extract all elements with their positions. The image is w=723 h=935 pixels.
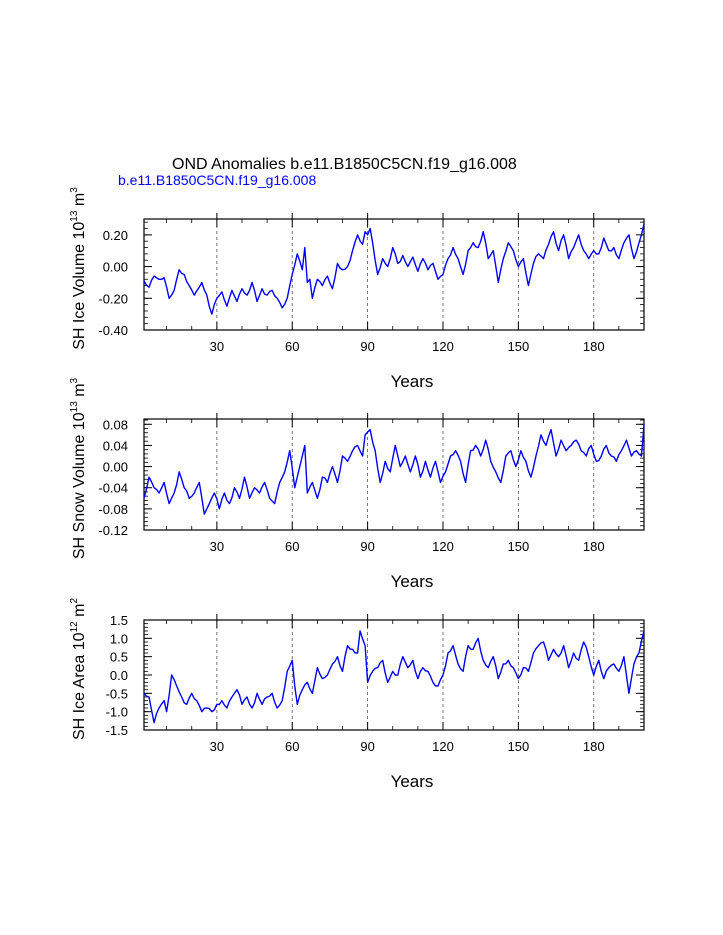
x-tick-label: 60 [285,739,299,754]
series-line-sh-ice-volume [143,223,645,315]
y-axis-title: SH Ice Area 1012 m2 [69,598,88,741]
x-tick-label: 180 [583,739,605,754]
y-tick-label: 0.0 [110,668,128,683]
plot-frame [143,619,645,731]
x-tick-label: 90 [360,739,374,754]
y-tick-label: 0.08 [103,417,128,432]
x-tick-label: 120 [432,339,454,354]
x-tick-label: 60 [285,339,299,354]
x-axis-title: Years [391,372,434,391]
subtitle: b.e11.B1850C5CN.f19_g16.008 [118,172,317,188]
x-tick-label: 30 [210,539,224,554]
x-tick-label: 90 [360,339,374,354]
y-tick-label: -1.0 [106,705,128,720]
y-tick-label: -0.08 [98,502,128,517]
y-tick-label: -0.12 [98,523,128,538]
x-tick-label: 150 [508,339,530,354]
y-tick-label: 0.00 [103,260,128,275]
y-tick-label: 0.20 [103,228,128,243]
y-tick-label: -0.40 [98,323,128,338]
y-tick-label: 0.04 [103,438,128,453]
chart-panel-1: 30 60 90 120 150 180 0.20 0.00 -0.20 -0.40 Years SH… [69,187,645,391]
x-tick-label: 120 [432,539,454,554]
series-line-sh-snow-volume [143,424,645,515]
x-tick-label: 30 [210,739,224,754]
series-line-sh-ice-area [143,630,645,724]
x-tick-label: 150 [508,539,530,554]
plot-frame [143,218,645,331]
x-axis-title: Years [391,572,434,591]
x-axis-title: Years [391,772,434,791]
main-title: OND Anomalies b.e11.B1850C5CN.f19_g16.00… [172,156,517,173]
y-tick-label: 0.5 [110,650,128,665]
x-tick-label: 120 [432,739,454,754]
x-tick-label: 180 [583,339,605,354]
y-tick-label: -0.20 [98,291,128,306]
x-tick-label: 150 [508,739,530,754]
chart-panel-3: 30 60 90 120 150 180 1.5 1.0 0.5 0.0 -0.5 -1.0 -1.5 Y… [69,598,645,791]
chart-panel-2: 30 60 90 120 150 180 0.08 0.04 0.00 -0.04 -0.08 -0.… [69,377,645,591]
y-tick-label: 0.00 [103,460,128,475]
y-tick-label: -0.5 [106,686,128,701]
y-tick-label: -1.5 [106,723,128,738]
x-tick-label: 60 [285,539,299,554]
x-tick-label: 30 [210,339,224,354]
y-axis-title: SH Snow Volume 1013 m3 [69,377,88,559]
x-tick-label: 180 [583,539,605,554]
y-tick-label: 1.5 [110,613,128,628]
y-axis-title: SH Ice Volume 1013 m3 [69,187,88,350]
y-tick-label: 1.0 [110,631,128,646]
y-tick-label: -0.04 [98,481,128,496]
x-tick-label: 90 [360,539,374,554]
plot-frame [143,418,645,531]
